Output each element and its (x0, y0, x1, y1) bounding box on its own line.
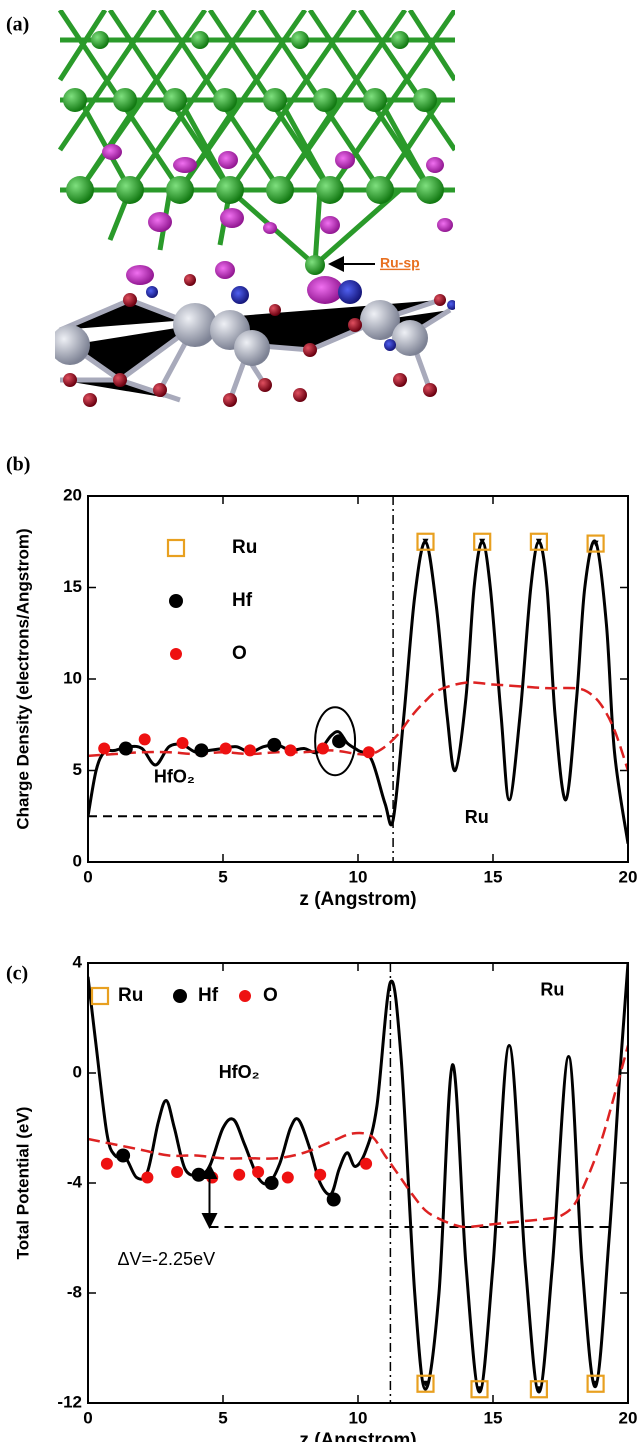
dashed-curve (88, 682, 628, 770)
marker (282, 1172, 294, 1184)
x-tick-label: 20 (619, 1408, 638, 1427)
legend-marker (239, 990, 251, 1002)
marker (220, 743, 232, 755)
y-tick-label: 10 (63, 668, 82, 687)
marker (171, 1166, 183, 1178)
x-tick-label: 15 (484, 867, 503, 886)
marker (332, 734, 346, 748)
y-tick-label: 0 (73, 1062, 82, 1081)
legend-label: Hf (232, 590, 253, 611)
figure: (a) (0, 0, 643, 1442)
y-tick-label: 15 (63, 577, 82, 596)
x-axis-label: z (Angstrom) (299, 889, 416, 910)
legend-marker (169, 594, 183, 608)
y-axis-label: Charge Density (electrons/Angstrom) (13, 528, 32, 829)
panel-label: (c) (6, 963, 28, 985)
marker (98, 743, 110, 755)
legend-marker (170, 648, 182, 660)
x-tick-label: 0 (83, 1408, 92, 1427)
panel-label: (b) (6, 454, 30, 476)
marker (327, 1193, 341, 1207)
y-tick-label: -12 (57, 1392, 82, 1411)
legend-marker (168, 540, 184, 556)
annotation: HfO₂ (219, 1062, 260, 1082)
x-tick-label: 15 (484, 1408, 503, 1427)
marker (139, 733, 151, 745)
y-tick-label: -4 (67, 1172, 83, 1191)
legend-label: O (263, 985, 278, 1006)
marker (206, 1172, 218, 1184)
legend-label: O (232, 643, 247, 664)
y-tick-label: 20 (63, 485, 82, 504)
marker (285, 744, 297, 756)
annotation: Ru (540, 979, 564, 999)
panel-label: (a) (6, 14, 29, 36)
dashed-curve (88, 1046, 628, 1228)
annotation: Ru-sp (380, 255, 420, 271)
marker (233, 1169, 245, 1181)
structure-image (50, 10, 457, 410)
annotation: HfO₂ (154, 767, 195, 787)
x-tick-label: 5 (218, 1408, 227, 1427)
curve (88, 541, 628, 844)
y-axis-label: Total Potential (eV) (13, 1107, 32, 1260)
y-tick-label: -8 (67, 1282, 82, 1301)
marker (252, 1166, 264, 1178)
annotation: ΔV=-2.25eV (118, 1249, 216, 1269)
x-tick-label: 0 (83, 867, 92, 886)
marker (194, 743, 208, 757)
y-tick-label: 5 (73, 760, 82, 779)
marker (363, 746, 375, 758)
marker (116, 1149, 130, 1163)
marker (360, 1158, 372, 1170)
marker (101, 1158, 113, 1170)
curve (88, 963, 628, 1392)
x-tick-label: 20 (619, 867, 638, 886)
x-tick-label: 10 (349, 1408, 368, 1427)
x-axis-label: z (Angstrom) (299, 1430, 416, 1442)
y-tick-label: 0 (73, 851, 82, 870)
x-tick-label: 10 (349, 867, 368, 886)
marker (177, 737, 189, 749)
y-tick-label: 4 (73, 952, 83, 971)
marker (192, 1168, 206, 1182)
marker (267, 738, 281, 752)
x-tick-label: 5 (218, 867, 227, 886)
annotation: Ru (465, 807, 489, 827)
marker (244, 744, 256, 756)
marker (265, 1176, 279, 1190)
legend-label: Ru (118, 985, 143, 1006)
marker (141, 1172, 153, 1184)
marker (314, 1169, 326, 1181)
marker (119, 742, 133, 756)
legend-label: Ru (232, 537, 257, 558)
marker (317, 743, 329, 755)
legend-label: Hf (198, 985, 219, 1006)
legend-marker (173, 989, 187, 1003)
legend-marker (92, 988, 108, 1004)
